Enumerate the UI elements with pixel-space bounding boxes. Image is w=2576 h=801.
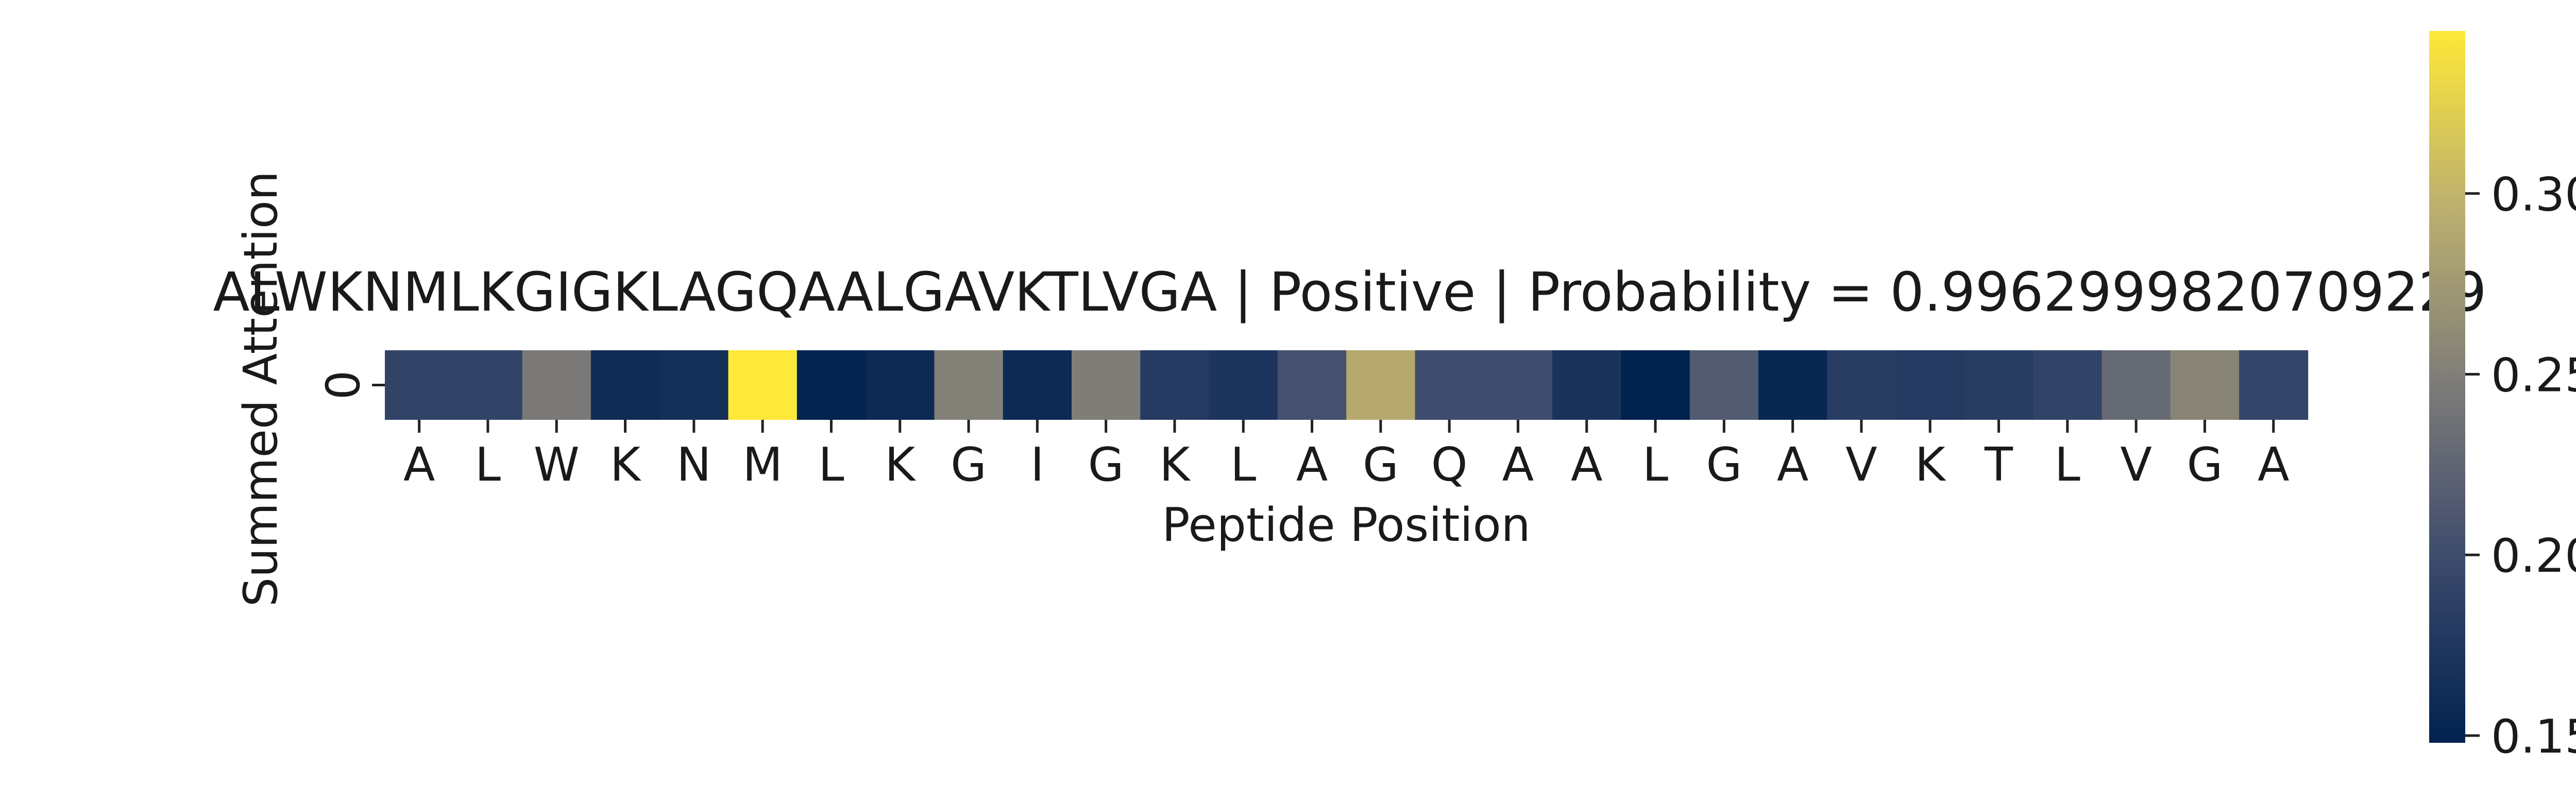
heatmap-cell bbox=[1483, 350, 1553, 420]
heatmap-cell bbox=[385, 350, 454, 420]
heatmap-cell bbox=[1140, 350, 1210, 420]
x-tick-label: A bbox=[2258, 438, 2290, 492]
heatmap-cell bbox=[1758, 350, 1828, 420]
x-tick-label: K bbox=[1915, 438, 1946, 492]
heatmap-cell bbox=[1552, 350, 1622, 420]
heatmap-cell bbox=[2033, 350, 2103, 420]
x-tick-label: G bbox=[2187, 438, 2223, 492]
x-tick-label: L bbox=[1230, 438, 1256, 492]
heatmap-cell bbox=[1346, 350, 1416, 420]
x-tick-label: A bbox=[1571, 438, 1603, 492]
x-tick-label: G bbox=[951, 438, 987, 492]
heatmap-cell bbox=[1277, 350, 1347, 420]
x-tick-label: V bbox=[1845, 438, 1877, 492]
heatmap-cell bbox=[1689, 350, 1759, 420]
y-axis-label: Summed Attention bbox=[234, 171, 288, 607]
x-tick-label: K bbox=[1159, 438, 1191, 492]
heatmap-cell bbox=[796, 350, 866, 420]
heatmap-cell bbox=[590, 350, 660, 420]
x-tick-label: A bbox=[1502, 438, 1534, 492]
y-tick-label: 0 bbox=[316, 370, 370, 400]
x-tick-label: L bbox=[1642, 438, 1668, 492]
colorbar-tick-label: 0.20 bbox=[2491, 529, 2576, 583]
heatmap-cell bbox=[1415, 350, 1484, 420]
x-tick-label: L bbox=[2055, 438, 2080, 492]
heatmap-cell bbox=[1964, 350, 2033, 420]
chart-title: ALWKNMLKGIGKLAGQAALGAVKTLVGA | Positive … bbox=[213, 261, 2487, 323]
heatmap-cell bbox=[728, 350, 798, 420]
heatmap-cell bbox=[2239, 350, 2309, 420]
x-tick-label: G bbox=[1088, 438, 1124, 492]
heatmap-cell bbox=[866, 350, 935, 420]
colorbar bbox=[2429, 31, 2465, 743]
colorbar-tick-label: 0.25 bbox=[2491, 348, 2576, 402]
heatmap-cell bbox=[1621, 350, 1690, 420]
y-axis-ticks: 0 bbox=[316, 370, 385, 400]
heatmap-cell bbox=[522, 350, 591, 420]
x-tick-label: G bbox=[1706, 438, 1742, 492]
x-tick-label: N bbox=[676, 438, 711, 492]
x-tick-label: I bbox=[1030, 438, 1044, 492]
heatmap-cell bbox=[1895, 350, 1965, 420]
x-tick-label: A bbox=[403, 438, 435, 492]
colorbar-tick-label: 0.15 bbox=[2491, 710, 2576, 764]
x-tick-label: G bbox=[1363, 438, 1399, 492]
heatmap-cell bbox=[1209, 350, 1278, 420]
heatmap-cell bbox=[1003, 350, 1072, 420]
colorbar-ticks: 0.15 0.20 0.25 0.30 bbox=[2465, 168, 2576, 764]
heatmap-cell bbox=[2170, 350, 2240, 420]
x-tick-label: V bbox=[2120, 438, 2152, 492]
x-tick-label: K bbox=[610, 438, 641, 492]
heatmap-cell bbox=[934, 350, 1004, 420]
heatmap-cells bbox=[385, 350, 2309, 420]
colorbar-tick-label: 0.30 bbox=[2491, 168, 2576, 222]
x-axis-label: Peptide Position bbox=[1162, 498, 1530, 552]
x-tick-label: W bbox=[534, 438, 580, 492]
heatmap-cell bbox=[1827, 350, 1896, 420]
heatmap-cell bbox=[453, 350, 523, 420]
x-tick-label: Q bbox=[1431, 438, 1468, 492]
heatmap-cell bbox=[2102, 350, 2171, 420]
x-tick-label: L bbox=[818, 438, 844, 492]
x-tick-label: K bbox=[885, 438, 916, 492]
heatmap-cell bbox=[1072, 350, 1141, 420]
x-tick-label: T bbox=[1984, 438, 2013, 492]
heatmap-cell bbox=[659, 350, 729, 420]
x-tick-label: L bbox=[475, 438, 501, 492]
x-tick-label: A bbox=[1777, 438, 1809, 492]
x-tick-label: M bbox=[742, 438, 783, 492]
x-tick-label: A bbox=[1296, 438, 1328, 492]
